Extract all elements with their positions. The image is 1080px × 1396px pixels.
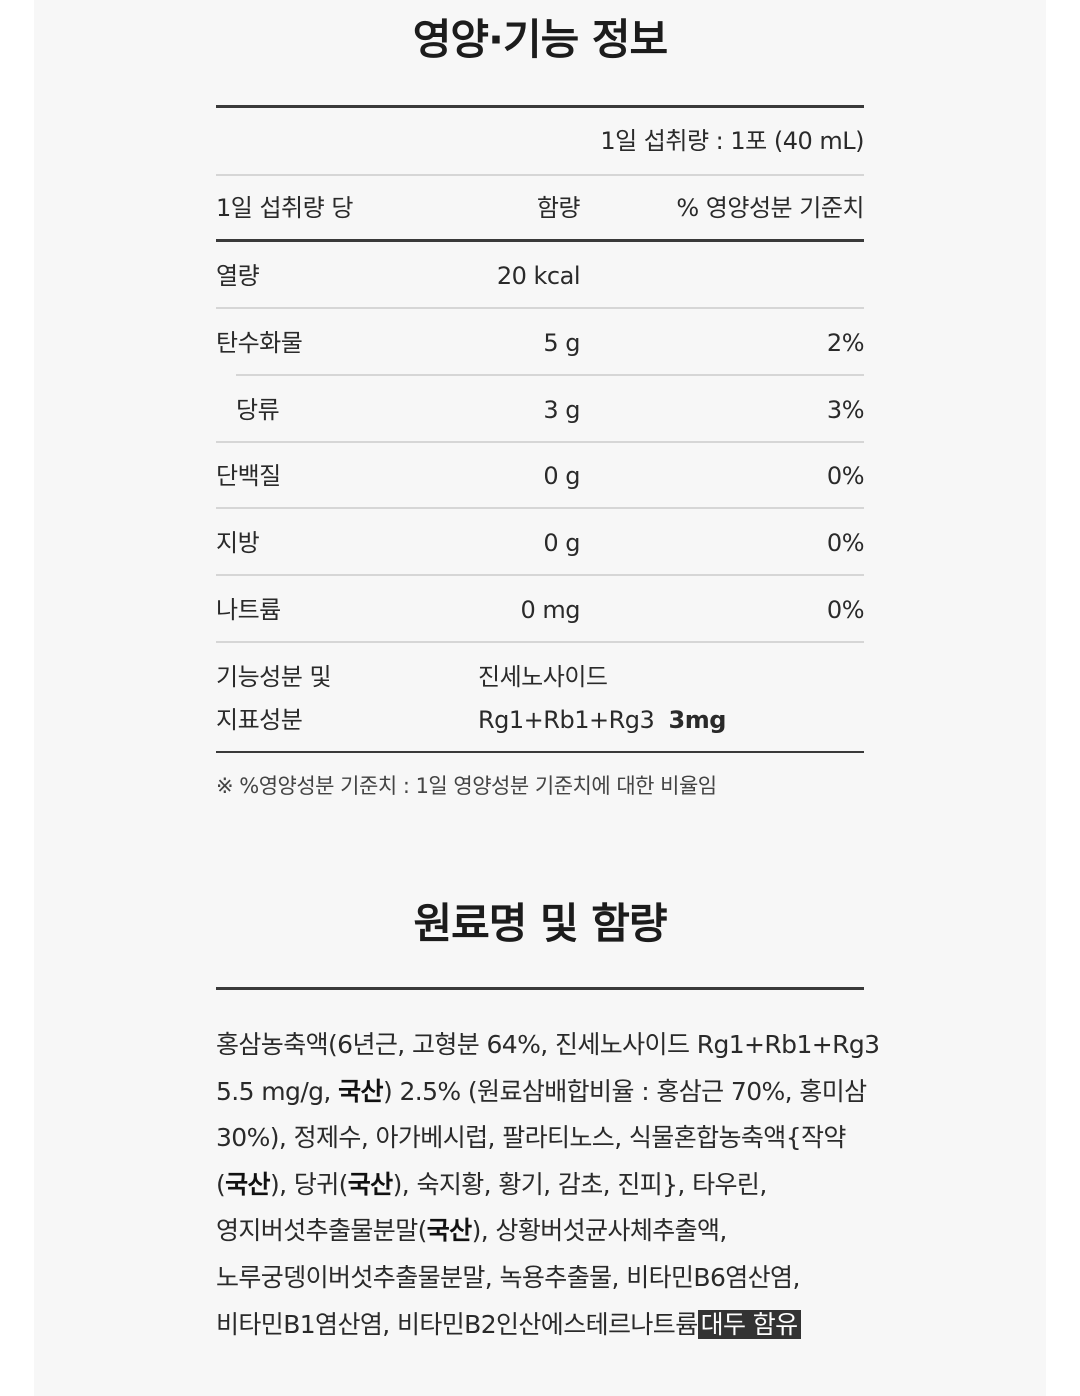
header-label: 1일 섭취량 당 [216,194,353,222]
ingredients-line: 비타민B1염산염, 비타민B2인산에스테르나트륨 대두 함유 [216,1302,876,1349]
ingredients-segment: 30%), 정제수, 아가베시럽, 팔라티노스, 식물혼합농축액{작약 [216,1123,846,1153]
origin-highlight: 국산 [347,1169,393,1199]
nutrition-title: 영양·기능 정보 [412,15,668,64]
ingredients-segment: 5.5 mg/g, [216,1076,339,1106]
ingredients-text: 홍삼농축액(6년근, 고형분 64%, 진세노사이드 Rg1+Rb1+Rg3 5.… [216,1022,880,1349]
ingredients-segment: 비타민B1염산염, 비타민B2인산에스테르나트륨 [216,1309,698,1339]
ingredients-line: 노루궁뎅이버섯추출물분말, 녹용추출물, 비타민B6염산염, [216,1255,876,1302]
nutrient-amount: 3 g [543,396,580,424]
divider [216,105,864,108]
footnote: ※ %영양성분 기준치 : 1일 영양성분 기준치에 대한 비율임 [216,774,717,798]
divider [216,307,864,309]
nutrient-label: 지방 [216,529,260,557]
ingredients-segment: ) 2.5% (원료삼배합비율 : 홍삼근 70%, 홍미삼 [382,1076,867,1106]
functional-value-2: Rg1+Rb1+Rg3 3mg [478,705,726,735]
nutrient-amount: 0 g [543,529,580,557]
divider [216,239,864,242]
nutrient-label: 단백질 [216,462,281,490]
ingredients-segment: ), 숙지황, 황기, 감초, 진피}, 타우린, [392,1169,768,1199]
divider [216,751,864,753]
origin-highlight: 국산 [225,1169,270,1199]
functional-label-2: 지표성분 [216,706,303,734]
functional-compound: Rg1+Rb1+Rg3 [478,706,655,734]
functional-value-1: 진세노사이드 [478,663,608,691]
ingredients-segment: 노루궁뎅이버섯추출물분말, 녹용추출물, 비타민B6염산염, [216,1262,800,1292]
ingredients-segment: ( [216,1169,226,1199]
ingredients-title: 원료명 및 함량 [413,899,667,948]
allergen-badge: 대두 함유 [697,1309,801,1339]
ingredients-line: 5.5 mg/g, 국산) 2.5% (원료삼배합비율 : 홍삼근 70%, 홍… [216,1069,876,1116]
origin-highlight: 국산 [338,1076,383,1106]
nutrient-percent: 2% [826,329,865,357]
ingredients-line: 홍삼농축액(6년근, 고형분 64%, 진세노사이드 Rg1+Rb1+Rg3 [216,1022,880,1069]
ingredients-segment: ), 당귀( [269,1169,348,1199]
header-amount: 함량 [536,194,581,222]
ingredients-line: (국산), 당귀(국산), 숙지황, 황기, 감초, 진피}, 타우린, [216,1162,876,1209]
serving-size: 1일 섭취량 : 1포 (40 mL) [600,127,864,155]
nutrient-amount: 0 mg [520,596,580,624]
divider [236,374,864,376]
nutrient-label: 열량 [216,262,260,290]
ingredients-segment: 홍삼농축액(6년근, 고형분 64%, 진세노사이드 Rg1+Rb1+Rg3 [216,1030,880,1059]
divider [216,987,864,990]
ingredients-segment: 영지버섯추출물분말( [216,1216,427,1246]
nutrient-percent: 0% [826,529,865,557]
nutrient-label: 당류 [236,396,280,424]
ingredients-segment: ), 상황버섯균사체추출액, [471,1216,728,1246]
nutrient-label: 나트륨 [216,596,281,624]
nutrient-percent: 0% [826,462,865,490]
functional-label-1: 기능성분 및 [216,663,332,691]
divider [216,507,864,509]
nutrient-label: 탄수화물 [216,329,303,357]
nutrient-amount: 20 kcal [496,262,581,290]
ingredients-line: 30%), 정제수, 아가베시럽, 팔라티노스, 식물혼합농축액{작약 [216,1115,876,1162]
functional-amount: 3mg [668,706,727,734]
nutrient-amount: 5 g [543,329,580,357]
origin-highlight: 국산 [426,1216,472,1246]
nutrient-percent: 3% [826,396,865,424]
divider [216,174,864,176]
header-percent: % 영양성분 기준치 [676,194,864,222]
divider [216,441,864,443]
divider [216,574,864,576]
nutrient-percent: 0% [826,596,865,624]
nutrient-amount: 0 g [543,462,580,490]
ingredients-line: 영지버섯추출물분말(국산), 상황버섯균사체추출액, [216,1208,876,1255]
divider [216,641,864,643]
content-panel [34,0,1046,1396]
